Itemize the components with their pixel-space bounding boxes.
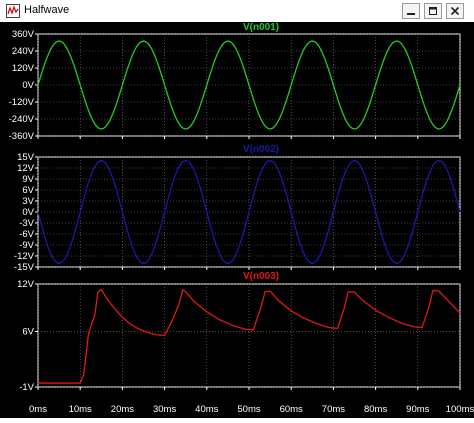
y-tick-label: 240V xyxy=(12,46,35,57)
y-tick-label: -9V xyxy=(19,240,34,251)
x-tick-label: 10ms xyxy=(69,404,92,415)
y-tick-label: 120V xyxy=(12,63,35,74)
minimize-button[interactable] xyxy=(402,3,420,19)
close-icon xyxy=(450,6,460,16)
y-tick-label: 12V xyxy=(17,163,35,174)
x-tick-label: 100ms xyxy=(446,404,474,415)
waveform-chart-icon xyxy=(6,4,20,18)
y-tick-label: -12V xyxy=(14,251,35,262)
window-title: Halfwave xyxy=(24,4,70,16)
trace-line[interactable] xyxy=(37,160,461,264)
trace-label[interactable]: V(n003) xyxy=(243,271,279,282)
x-tick-label: 90ms xyxy=(406,404,429,415)
title-bar[interactable]: Halfwave xyxy=(0,0,474,23)
x-tick-label: 30ms xyxy=(153,404,176,415)
y-tick-label: -15V xyxy=(14,262,35,273)
y-tick-label: -1V xyxy=(19,382,34,393)
close-button[interactable] xyxy=(446,3,464,19)
waveform-plots[interactable]: 360V240V120V0V-120V-240V-360VV(n001)15V1… xyxy=(0,22,474,418)
y-tick-label: 0V xyxy=(22,207,34,218)
y-tick-label: 0V xyxy=(22,80,34,91)
y-tick-label: 6V xyxy=(22,185,34,196)
restore-button[interactable] xyxy=(424,3,442,19)
x-tick-label: 50ms xyxy=(237,404,260,415)
y-tick-label: 9V xyxy=(22,174,34,185)
y-tick-label: -3V xyxy=(19,218,34,229)
x-tick-label: 20ms xyxy=(111,404,134,415)
plot-area[interactable]: 360V 240V 120V 0V -120V -240V -360V V(n001) 15V 1… xyxy=(0,22,474,418)
y-tick-label: 6V xyxy=(22,327,34,338)
trace-label[interactable]: V(n001) xyxy=(243,22,279,33)
trace-label[interactable]: V(n002) xyxy=(243,144,279,155)
minimize-icon xyxy=(407,13,415,15)
y-tick-label: 360V xyxy=(12,29,35,40)
y-tick-label: 15V xyxy=(17,152,35,163)
y-tick-label: 12V xyxy=(17,279,35,290)
trace-line[interactable] xyxy=(37,40,461,130)
y-tick-label: -6V xyxy=(19,229,34,240)
y-tick-label: -240V xyxy=(9,114,35,125)
restore-icon xyxy=(429,7,437,15)
x-tick-label: 0ms xyxy=(29,404,47,415)
y-tick-label: -120V xyxy=(9,97,35,108)
y-tick-label: 3V xyxy=(22,196,34,207)
x-tick-label: 60ms xyxy=(280,404,303,415)
x-tick-label: 70ms xyxy=(322,404,345,415)
y-tick-label: -360V xyxy=(9,131,35,142)
trace-line[interactable] xyxy=(38,288,461,384)
x-tick-label: 80ms xyxy=(364,404,387,415)
x-tick-label: 40ms xyxy=(195,404,218,415)
